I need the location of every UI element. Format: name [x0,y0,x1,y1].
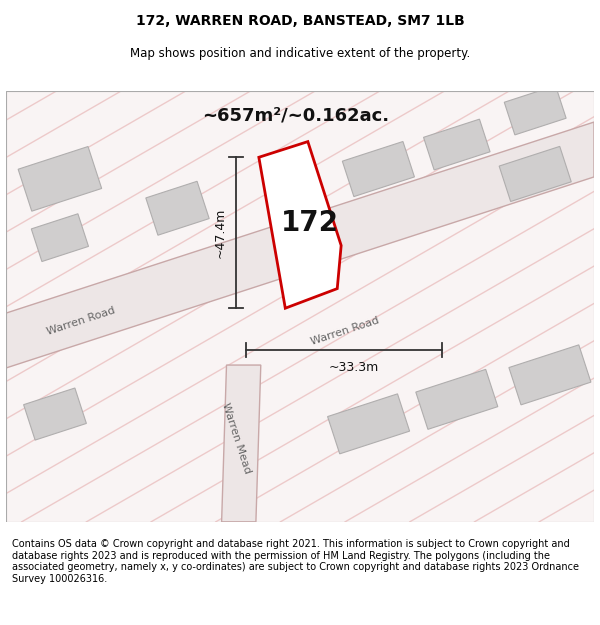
Polygon shape [343,141,415,197]
Polygon shape [504,86,566,135]
Text: Map shows position and indicative extent of the property.: Map shows position and indicative extent… [130,48,470,61]
Polygon shape [221,365,261,522]
Polygon shape [31,214,89,261]
Text: Contains OS data © Crown copyright and database right 2021. This information is : Contains OS data © Crown copyright and d… [12,539,579,584]
Polygon shape [146,181,209,235]
Text: ~657m²/~0.162ac.: ~657m²/~0.162ac. [202,106,389,124]
Text: Warren Road: Warren Road [45,305,116,337]
Text: 172, WARREN ROAD, BANSTEAD, SM7 1LB: 172, WARREN ROAD, BANSTEAD, SM7 1LB [136,14,464,28]
Polygon shape [499,146,571,201]
Polygon shape [18,146,101,211]
Text: ~33.3m: ~33.3m [329,361,379,374]
Polygon shape [509,345,591,405]
Polygon shape [259,142,341,308]
Text: 172: 172 [281,209,339,237]
Polygon shape [416,369,498,429]
Text: Warren Mead: Warren Mead [220,402,253,475]
Polygon shape [6,122,594,368]
Text: ~47.4m: ~47.4m [214,208,227,258]
Polygon shape [328,394,410,454]
Polygon shape [424,119,490,170]
Polygon shape [23,388,86,440]
Text: Warren Road: Warren Road [310,315,381,346]
